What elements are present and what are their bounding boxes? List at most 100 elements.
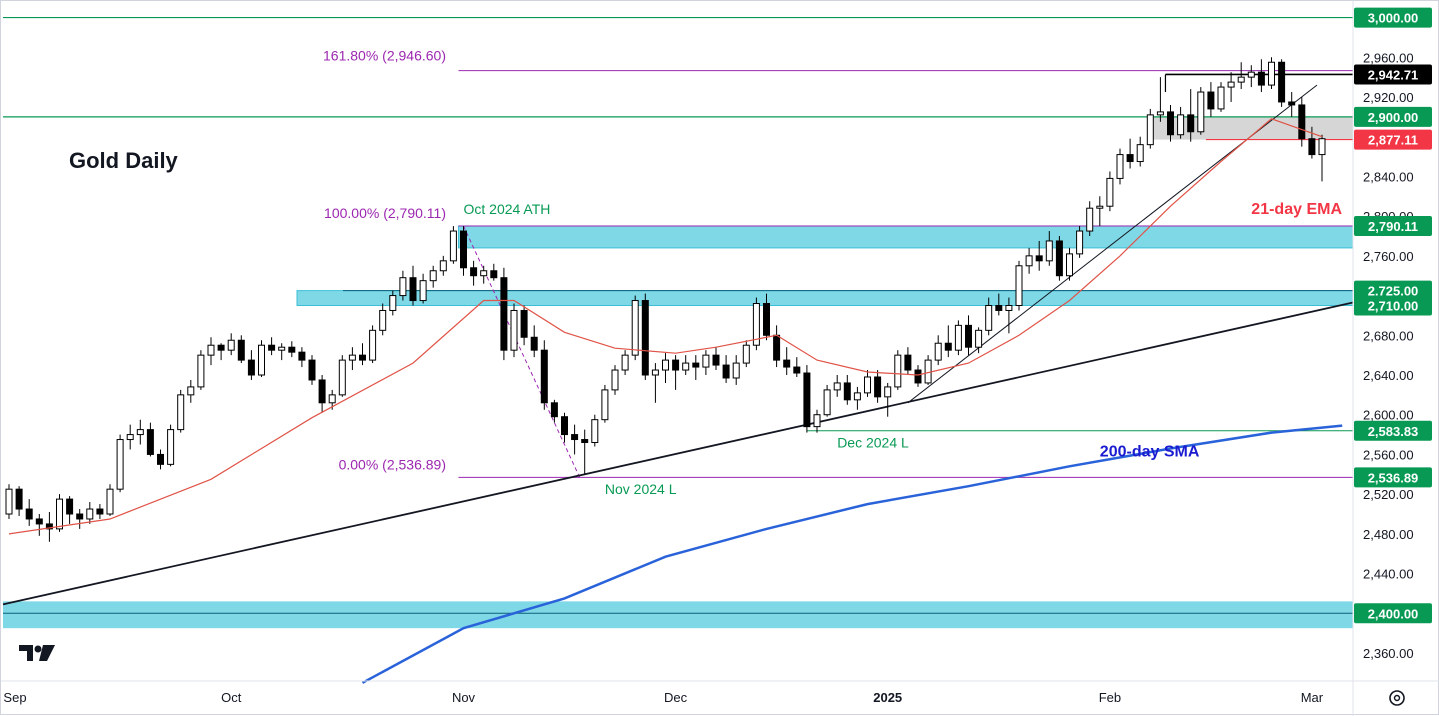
candle [35, 514, 43, 536]
logo-part [19, 645, 33, 661]
candle-body-up [439, 260, 447, 272]
candle [207, 337, 215, 366]
candle-body-up [752, 303, 760, 346]
settings-gear-icon[interactable] [1389, 690, 1405, 706]
price-tag-label: 3,000.00 [1368, 11, 1419, 26]
candle-body-up [1015, 265, 1023, 306]
candle-body-down [490, 270, 498, 279]
candle-body-up [1197, 91, 1205, 133]
price-tag-label: 2,877.11 [1368, 133, 1418, 148]
candle-body-down [571, 434, 579, 441]
chart-title: Gold Daily [69, 148, 179, 173]
candle [1227, 72, 1235, 102]
candle [258, 340, 265, 377]
candle-body-up [419, 280, 427, 302]
candle-body-down [550, 402, 558, 418]
candle-body-up [510, 309, 518, 351]
price-tag-bg [1354, 295, 1432, 316]
candle-body-up [187, 386, 195, 396]
candle-body-down [672, 359, 680, 371]
candle [66, 496, 74, 524]
candle-body-up [1066, 253, 1073, 277]
candle [934, 335, 942, 366]
candle-body-down [843, 382, 851, 401]
zone-2400 [3, 601, 1353, 629]
candle-body-up [338, 359, 346, 396]
candle [15, 486, 23, 516]
candle [783, 347, 791, 375]
candle [86, 502, 94, 524]
price-tag-bg [1354, 420, 1432, 441]
candle-body-down [783, 359, 791, 368]
candle-body-up [985, 305, 993, 331]
candle [1126, 138, 1134, 169]
price-tag-bg [1354, 467, 1432, 488]
candle [1035, 240, 1043, 271]
candle [1177, 106, 1185, 139]
candle [1086, 201, 1094, 236]
candle-body-up [1247, 71, 1255, 78]
candle-body-up [1177, 114, 1185, 136]
candle-body-up [702, 354, 710, 368]
candle-body-down [520, 309, 528, 338]
price-tag-label: 2,536.89 [1368, 470, 1419, 485]
candle-body-down [409, 277, 417, 302]
candle-body-up [864, 376, 871, 394]
candle [823, 384, 831, 417]
candle [924, 355, 932, 385]
candle-body-down [1035, 255, 1043, 262]
candle-body-up [1116, 154, 1124, 179]
candle-body-down [15, 488, 23, 510]
candle [763, 293, 770, 341]
candle [409, 265, 417, 306]
candle-body-down [1167, 111, 1174, 136]
candle-body-up [328, 394, 336, 404]
y-tick-label: 2,680.00 [1363, 328, 1414, 343]
candle [1096, 196, 1104, 227]
candle [480, 265, 488, 284]
annotation-4: 200-day SMA [1100, 443, 1200, 460]
candle [5, 484, 13, 519]
candle-body-up [1156, 111, 1164, 116]
candle-body-up [258, 344, 265, 376]
y-tick-label: 2,360.00 [1363, 646, 1414, 661]
candle [1156, 77, 1164, 122]
candle [813, 409, 821, 433]
candle [914, 365, 922, 387]
candle-body-up [823, 389, 831, 416]
y-tick-label: 2,440.00 [1363, 567, 1414, 582]
candle [985, 297, 993, 336]
x-tick-label: Mar [1301, 690, 1324, 705]
y-tick-label: 2,600.00 [1363, 408, 1414, 423]
candle [187, 379, 195, 403]
candle-body-up [136, 429, 144, 436]
candle-body-down [944, 342, 952, 351]
candle-body-up [399, 277, 407, 297]
x-tick-label: 2025 [873, 690, 902, 705]
candle [702, 350, 710, 375]
candle-body-up [732, 362, 740, 379]
candle-body-up [1076, 230, 1084, 255]
zones-layer [3, 116, 1354, 629]
candle [500, 267, 508, 361]
price-tag-label: 2,942.71 [1368, 67, 1419, 82]
candle-body-up [1227, 81, 1235, 88]
candle-body-up [1136, 144, 1144, 163]
candle [136, 419, 144, 445]
candle [419, 273, 427, 304]
candle [864, 370, 871, 397]
candle-body-up [278, 346, 286, 351]
candle-body-down [803, 372, 811, 428]
candle-body-up [651, 369, 659, 376]
candle-body-up [449, 230, 457, 262]
candle-body-down [1055, 240, 1063, 277]
candle [662, 353, 669, 383]
candle [793, 357, 801, 377]
candle [1318, 134, 1326, 182]
candle-body-up [56, 498, 63, 530]
candle-body-up [369, 329, 377, 361]
price-tag-bg [1354, 603, 1432, 624]
price-tag-label: 2,710.00 [1368, 299, 1419, 314]
candle-body-up [389, 295, 397, 311]
